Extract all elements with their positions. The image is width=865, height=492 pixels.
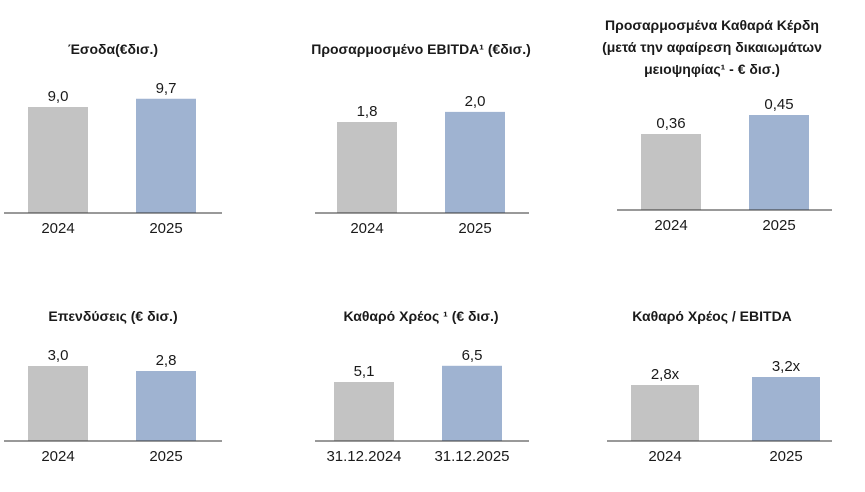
category-label: 2025 <box>149 220 182 237</box>
bar <box>337 122 397 213</box>
data-label: 3,2x <box>772 358 801 375</box>
bar-chart-5: Καθαρό Χρέος ¹ (€ δισ.) 5,1 31.12.2024 6,5 3… <box>315 308 529 465</box>
bar <box>631 385 699 441</box>
category-label: 2024 <box>41 220 74 237</box>
bar <box>442 365 502 441</box>
bar <box>445 111 505 213</box>
bar-chart-3: Προσαρμοσμένα Καθαρά Κέρδη (μετά την αφαί… <box>602 17 832 234</box>
category-label: 2025 <box>149 448 182 465</box>
category-label: 31.12.2024 <box>326 448 401 465</box>
chart-title: (μετά την αφαίρεση δικαιωμάτων <box>602 39 822 55</box>
chart-title: Καθαρό Χρέος ¹ (€ δισ.) <box>343 308 498 324</box>
category-label: 2024 <box>654 217 687 234</box>
data-label: 0,45 <box>764 96 793 113</box>
data-label: 2,8x <box>651 366 680 383</box>
chart-title: Καθαρό Χρέος / EBITDA <box>632 308 792 324</box>
data-label: 0,36 <box>656 115 685 132</box>
data-label: 9,0 <box>48 88 69 105</box>
bar <box>28 107 88 213</box>
category-label: 2025 <box>458 220 491 237</box>
bar <box>136 98 196 213</box>
category-label: 2025 <box>769 448 802 465</box>
chart-title: μειοψηφίας¹ - € δισ.) <box>644 61 780 77</box>
data-label: 1,8 <box>357 103 378 120</box>
data-label: 2,0 <box>465 93 486 110</box>
bar-chart-1: Έσοδα(€δισ.) 9,0 2024 9,7 2025 <box>4 41 222 237</box>
chart-title: Προσαρμοσμένα Καθαρά Κέρδη <box>605 17 819 33</box>
data-label: 2,8 <box>156 352 177 369</box>
bar <box>749 115 809 210</box>
bar <box>28 366 88 441</box>
chart-title: Επενδύσεις (€ δισ.) <box>48 308 177 324</box>
bar <box>752 377 820 441</box>
data-label: 3,0 <box>48 347 69 364</box>
bar-chart-4: Επενδύσεις (€ δισ.) 3,0 2024 2,8 2025 <box>4 308 222 465</box>
category-label: 31.12.2025 <box>434 448 509 465</box>
category-label: 2024 <box>648 448 681 465</box>
data-label: 9,7 <box>156 80 177 97</box>
bar <box>641 134 701 210</box>
bar-chart-6: Καθαρό Χρέος / EBITDA 2,8x 2024 3,2x 2025 <box>607 308 832 465</box>
bar <box>136 371 196 441</box>
chart-title: Έσοδα(€δισ.) <box>68 41 158 57</box>
chart-title: Προσαρμοσμένο EBITDA¹ (€δισ.) <box>311 41 531 57</box>
category-label: 2024 <box>41 448 74 465</box>
bar-chart-2: Προσαρμοσμένο EBITDA¹ (€δισ.) 1,8 2024 2,0 2… <box>311 41 531 237</box>
data-label: 6,5 <box>462 347 483 364</box>
category-label: 2025 <box>762 217 795 234</box>
bar <box>334 382 394 441</box>
category-label: 2024 <box>350 220 383 237</box>
data-label: 5,1 <box>354 363 375 380</box>
